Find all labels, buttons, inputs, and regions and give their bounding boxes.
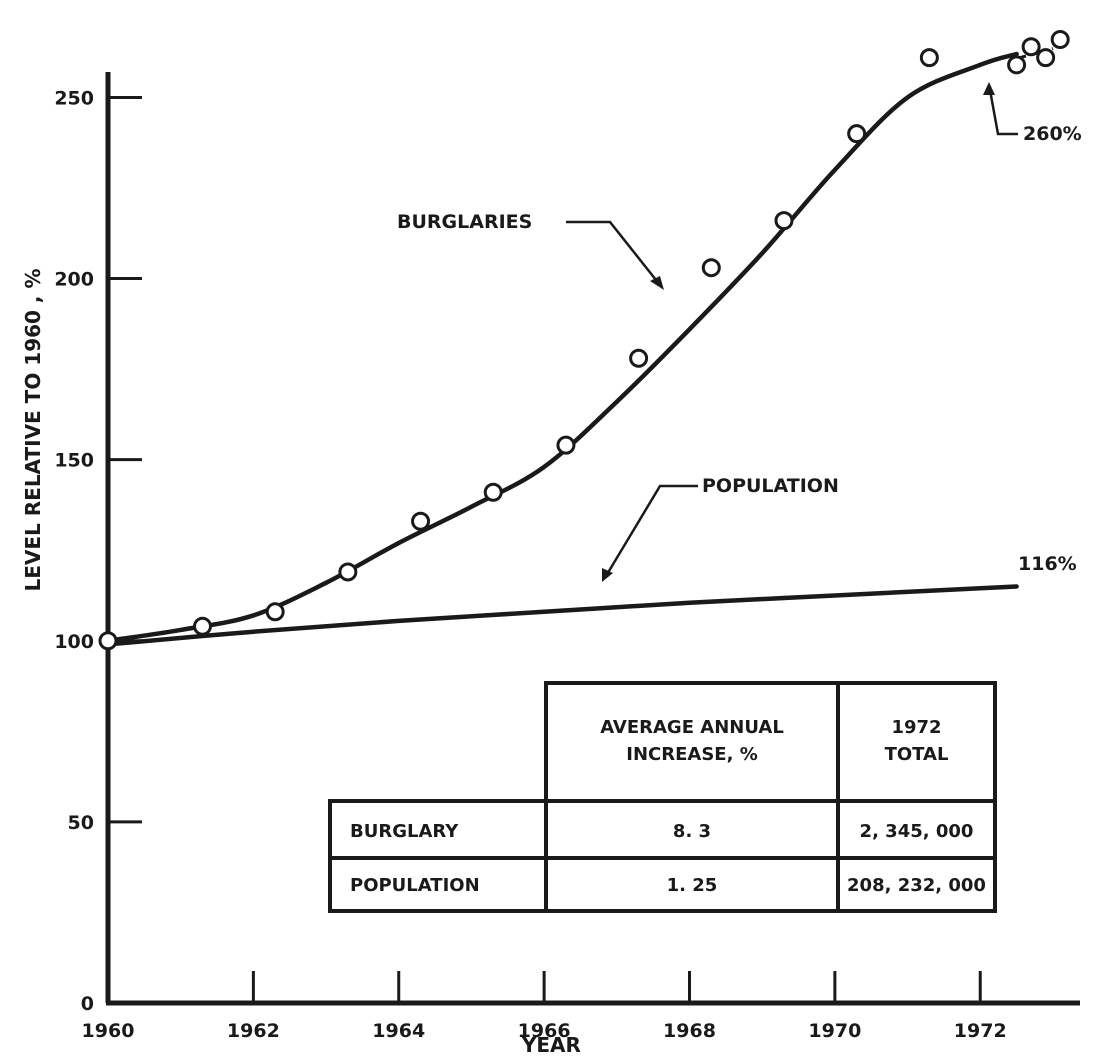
burglary-point-1 [192, 616, 212, 636]
burglary-point-12 [1007, 55, 1027, 75]
y-tick-label: 250 [54, 87, 94, 109]
table-cell-increase: 1. 25 [667, 875, 718, 896]
burglary-point-9 [774, 211, 794, 231]
burglary-point-11 [919, 48, 939, 68]
population-arrowhead [602, 568, 613, 582]
x-tick-label: 1962 [227, 1020, 280, 1042]
table-header-total-line2: TOTAL [885, 744, 949, 765]
y-tick-label: 200 [54, 269, 94, 291]
burglary-point-13 [1021, 37, 1041, 57]
axes: YEAR LEVEL RELATIVE TO 1960 , % [21, 72, 1080, 1057]
y-tick-label: 150 [54, 450, 94, 472]
burglaries-arrowhead [650, 276, 664, 290]
table-cell-total: 2, 345, 000 [860, 821, 974, 842]
burglaries-leader [566, 220, 661, 286]
population-label: POPULATION [702, 475, 839, 497]
y-tick-label: 0 [81, 993, 94, 1015]
table-row-label: POPULATION [350, 875, 480, 896]
x-axis-title: YEAR [521, 1033, 581, 1057]
burglary-end-leader [988, 89, 1018, 136]
population-end-label: 116% [1018, 553, 1077, 575]
burglary-end-label: 260% [1023, 123, 1082, 145]
burglary-point-14 [1036, 48, 1056, 68]
burglary-point-7 [629, 348, 649, 368]
burglary-point-3 [338, 562, 358, 582]
x-tick-label: 1966 [518, 1020, 571, 1042]
y-tick-label: 100 [54, 631, 94, 653]
x-tick-label: 1970 [808, 1020, 861, 1042]
burglaries-curve [105, 51, 1019, 644]
y-tick-label: 50 [68, 812, 94, 834]
x-tick-label: 1964 [372, 1020, 425, 1042]
table-header-total-line1: 1972 [891, 717, 941, 738]
burglary-point-6 [556, 435, 576, 455]
burglary-point-2 [265, 602, 285, 622]
table-header-avg-line1: AVERAGE ANNUAL [600, 717, 784, 738]
population-line [105, 584, 1019, 647]
x-tick-label: 1972 [954, 1020, 1007, 1042]
data-table: AVERAGE ANNUAL INCREASE, % 1972 TOTAL BURGLA… [328, 681, 997, 913]
burglaries-label: BURGLARIES [397, 211, 532, 233]
burglary-end-arrowhead [983, 82, 995, 95]
population-leader [604, 484, 698, 577]
y-axis-title: LEVEL RELATIVE TO 1960 , % [21, 268, 45, 591]
annotations: BURGLARIES POPULATION 116% 260% [397, 82, 1082, 582]
burglary-point-4 [411, 511, 431, 531]
x-tick-label: 1968 [663, 1020, 716, 1042]
ticks: 0 50 100 150 200 250 1960 1962 1964 1966 1968 1970 1… [54, 87, 1006, 1042]
table-cell-increase: 8. 3 [673, 821, 711, 842]
series [98, 29, 1070, 651]
burglary-point-15 [1050, 29, 1070, 49]
table-header-avg-line2: INCREASE, % [626, 744, 757, 765]
burglary-point-5 [483, 482, 503, 502]
table-row-label: BURGLARY [350, 821, 459, 842]
x-tick-label: 1960 [82, 1020, 135, 1042]
table-cell-total: 208, 232, 000 [847, 875, 986, 896]
burglary-point-8 [701, 258, 721, 278]
burglary-point-0 [98, 631, 118, 651]
burglary-point-10 [847, 124, 867, 144]
